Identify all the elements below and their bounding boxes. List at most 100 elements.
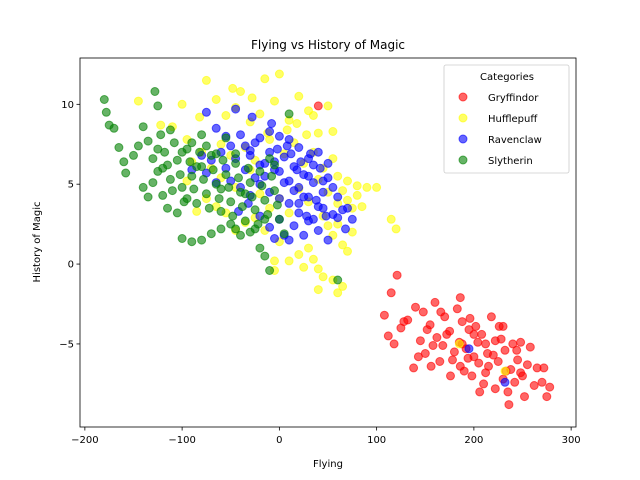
point-ravenclaw-96	[341, 224, 350, 234]
point-ravenclaw-93	[302, 211, 312, 221]
point-ravenclaw-37	[226, 141, 236, 151]
point-ravenclaw-52	[323, 235, 333, 245]
point-gryffindor-31	[481, 339, 491, 349]
point-hufflepuff-72	[284, 208, 294, 218]
point-gryffindor-44	[513, 355, 523, 365]
plot-frame	[79, 57, 577, 428]
legend-title: Categories	[480, 72, 534, 83]
point-slytherin-48	[243, 163, 253, 173]
point-gryffindor-4	[383, 331, 393, 341]
x-tick-label: 200	[464, 435, 483, 446]
point-gryffindor-10	[409, 363, 419, 373]
point-ravenclaw-89	[282, 141, 292, 151]
point-slytherin-100	[260, 214, 270, 224]
point-gryffindor-71	[446, 371, 455, 381]
point-slytherin-25	[187, 171, 197, 181]
point-gryffindor-28	[474, 358, 484, 368]
point-slytherin-34	[208, 165, 218, 175]
point-hufflepuff-10	[236, 87, 245, 96]
point-slytherin-84	[201, 141, 211, 151]
point-hufflepuff-46	[304, 243, 313, 253]
point-slytherin-18	[169, 138, 179, 148]
point-slytherin-63	[177, 234, 187, 243]
point-slytherin-16	[165, 174, 175, 184]
point-ravenclaw-36	[245, 146, 255, 156]
point-slytherin-62	[279, 229, 289, 239]
legend-frame	[443, 64, 570, 174]
point-gryffindor-47	[520, 392, 529, 402]
point-ravenclaw-31	[294, 143, 304, 152]
legend-marker-hufflepuff	[458, 113, 468, 123]
point-slytherin-54	[257, 181, 267, 191]
point-ravenclaw-87	[247, 112, 257, 122]
point-ravenclaw-1	[211, 123, 221, 133]
point-slytherin-26	[189, 184, 199, 194]
point-gryffindor-3	[379, 310, 389, 320]
point-ravenclaw-82	[296, 157, 306, 167]
point-gryffindor-81	[490, 336, 500, 346]
point-gryffindor-54	[542, 392, 552, 402]
point-ravenclaw-66	[289, 186, 299, 196]
point-ravenclaw-60	[318, 203, 328, 213]
y-axis-label: History of Magic	[32, 202, 43, 283]
point-hufflepuff-1	[156, 120, 166, 130]
point-gryffindor-52	[537, 377, 547, 387]
point-slytherin-31	[201, 189, 211, 199]
legend-label-hufflepuff: Hufflepuff	[488, 114, 538, 125]
point-ravenclaw-86	[500, 377, 510, 387]
point-gryffindor-62	[465, 313, 475, 323]
point-slytherin-27	[192, 198, 202, 208]
legend-label-ravenclaw: Ravenclaw	[488, 135, 542, 146]
point-gryffindor-80	[469, 329, 479, 339]
point-hufflepuff-93	[292, 119, 302, 128]
x-tick-label: 100	[367, 435, 386, 446]
point-slytherin-0	[99, 95, 109, 104]
point-slytherin-93	[197, 130, 207, 140]
point-ravenclaw-64	[304, 171, 313, 181]
point-hufflepuff-61	[192, 206, 202, 216]
point-hufflepuff-5	[195, 112, 205, 122]
point-slytherin-57	[265, 154, 275, 164]
point-slytherin-5	[121, 168, 131, 178]
point-slytherin-28	[195, 147, 205, 157]
y-tick-label: −5	[59, 339, 74, 350]
point-gryffindor-75	[481, 368, 491, 378]
point-hufflepuff-38	[362, 182, 372, 192]
point-slytherin-101	[109, 123, 119, 133]
point-slytherin-24	[185, 157, 195, 167]
point-slytherin-47	[240, 216, 250, 226]
point-gryffindor-69	[399, 317, 409, 327]
point-slytherin-46	[237, 202, 247, 212]
point-slytherin-44	[234, 173, 243, 183]
point-gryffindor-29	[477, 329, 487, 339]
point-slytherin-66	[206, 229, 216, 239]
point-hufflepuff-8	[221, 111, 231, 120]
point-slytherin-17	[167, 186, 177, 196]
point-slytherin-49	[245, 178, 255, 188]
point-slytherin-13	[156, 130, 166, 140]
legend-marker-gryffindor	[458, 92, 468, 102]
point-hufflepuff-85	[338, 281, 348, 291]
point-gryffindor-15	[438, 341, 448, 350]
point-ravenclaw-84	[315, 163, 325, 173]
point-ravenclaw-54	[265, 222, 275, 232]
point-ravenclaw-0	[201, 107, 211, 117]
point-gryffindor-27	[471, 321, 481, 331]
point-ravenclaw-81	[286, 149, 296, 159]
point-ravenclaw-49	[294, 208, 304, 218]
point-slytherin-71	[255, 243, 265, 253]
point-ravenclaw-83	[306, 149, 315, 159]
point-gryffindor-13	[430, 297, 440, 307]
point-hufflepuff-34	[343, 195, 352, 205]
point-ravenclaw-3	[231, 104, 241, 114]
point-ravenclaw-48	[284, 198, 294, 208]
point-hufflepuff-13	[260, 74, 270, 84]
point-hufflepuff-44	[343, 246, 352, 256]
point-hufflepuff-49	[318, 272, 328, 282]
point-slytherin-61	[274, 214, 284, 224]
point-hufflepuff-40	[323, 221, 333, 231]
legend-marker-ravenclaw	[458, 134, 468, 144]
point-slytherin-91	[177, 147, 187, 157]
point-gryffindor-33	[486, 312, 496, 322]
point-gryffindor-60	[449, 347, 459, 357]
